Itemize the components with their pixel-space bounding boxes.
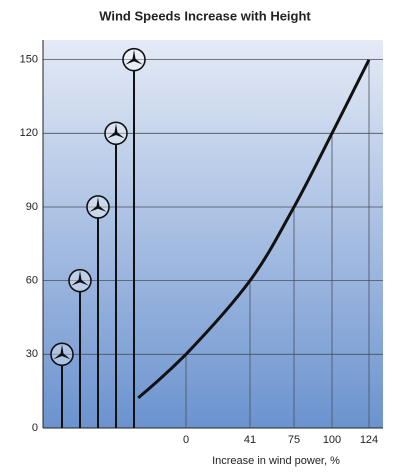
- turbine: [50, 342, 74, 428]
- y-tick-label: 90: [26, 201, 38, 213]
- y-tick-label: 150: [20, 54, 38, 66]
- x-tick-label: 100: [323, 434, 341, 446]
- turbine-hub: [96, 205, 100, 209]
- chart-title: Wind Speeds Increase with Height: [99, 8, 311, 23]
- y-tick-label: 30: [26, 348, 38, 360]
- turbine-blade: [114, 123, 118, 134]
- turbine-blade: [60, 344, 64, 355]
- y-tick-label: 0: [32, 422, 38, 434]
- turbine: [122, 47, 146, 428]
- turbine-blade: [78, 270, 82, 281]
- x-tick-label: 41: [244, 434, 256, 446]
- y-tick-label: 120: [20, 127, 38, 139]
- turbine: [86, 195, 110, 428]
- turbine: [68, 268, 92, 428]
- turbine: [104, 121, 128, 428]
- turbine-hub: [60, 352, 64, 356]
- turbine-blade: [96, 196, 100, 207]
- turbine-hub: [78, 279, 82, 283]
- curve-extension: [137, 353, 188, 399]
- x-axis-label: Increase in wind power, %: [212, 455, 340, 467]
- y-tick-label: 60: [26, 275, 38, 287]
- x-tick-label: 0: [183, 434, 189, 446]
- curve: [184, 58, 371, 356]
- turbine-hub: [114, 131, 118, 135]
- turbine-hub: [132, 58, 136, 62]
- plot-background: [43, 40, 383, 428]
- turbine-blade: [132, 49, 136, 60]
- x-tick-label: 75: [288, 434, 300, 446]
- x-tick-label: 124: [360, 434, 378, 446]
